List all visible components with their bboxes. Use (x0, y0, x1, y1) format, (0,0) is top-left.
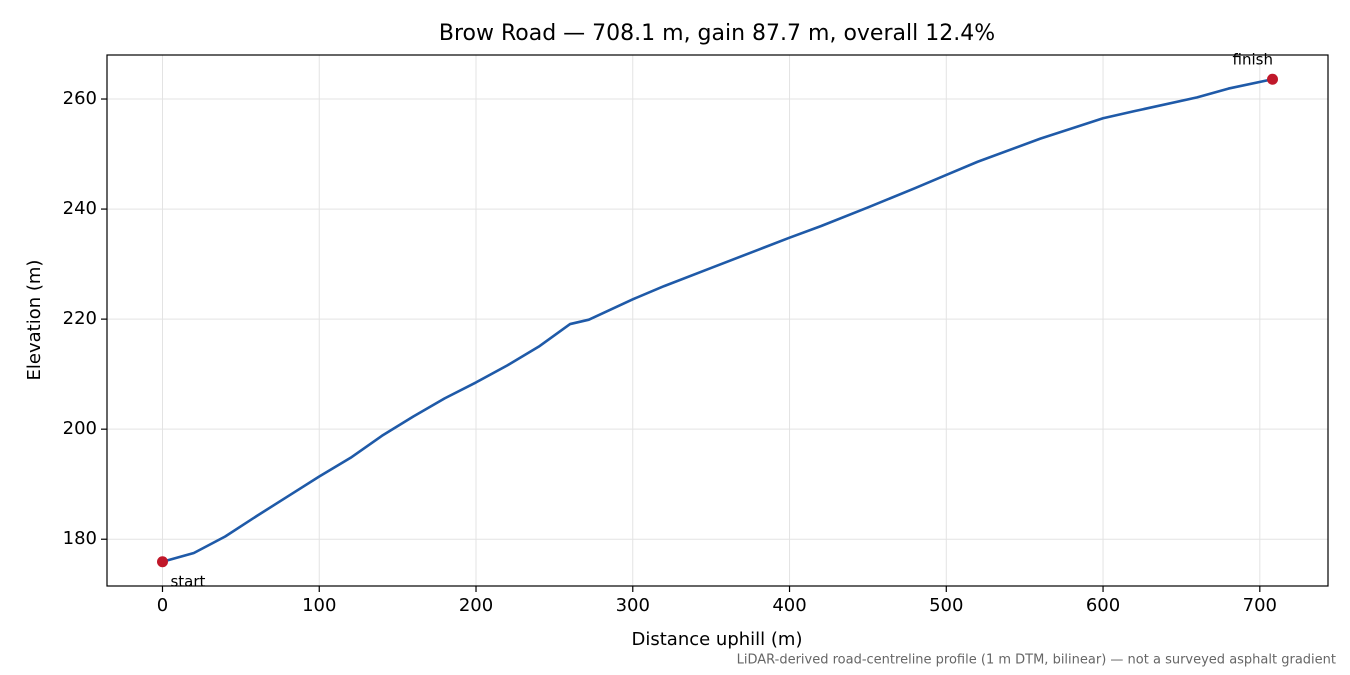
y-tick-label: 200 (63, 418, 97, 439)
x-tick-label: 100 (302, 595, 336, 616)
x-tick-label: 600 (1086, 595, 1120, 616)
y-tick-label: 220 (63, 308, 97, 329)
endpoint-marker (156, 556, 168, 568)
x-tick-label: 200 (459, 595, 493, 616)
x-tick-label: 400 (772, 595, 806, 616)
x-tick-label: 500 (929, 595, 963, 616)
footnote: LiDAR-derived road-centreline profile (1… (737, 653, 1336, 668)
y-axis-label: Elevation (m) (24, 260, 45, 381)
endpoint-marker (1267, 73, 1279, 85)
endpoint-label: start (170, 572, 205, 590)
x-tick-label: 0 (157, 595, 168, 616)
chart-title: Brow Road — 708.1 m, gain 87.7 m, overal… (439, 21, 995, 46)
y-tick-label: 180 (63, 528, 97, 549)
y-tick-label: 240 (63, 198, 97, 219)
plot-frame (106, 54, 1329, 587)
endpoint-label: finish (1233, 51, 1273, 69)
x-tick-label: 300 (616, 595, 650, 616)
elevation-line (162, 77, 1273, 564)
x-axis-label: Distance uphill (m) (632, 629, 803, 650)
y-tick-label: 260 (63, 88, 97, 109)
x-tick-label: 700 (1243, 595, 1277, 616)
